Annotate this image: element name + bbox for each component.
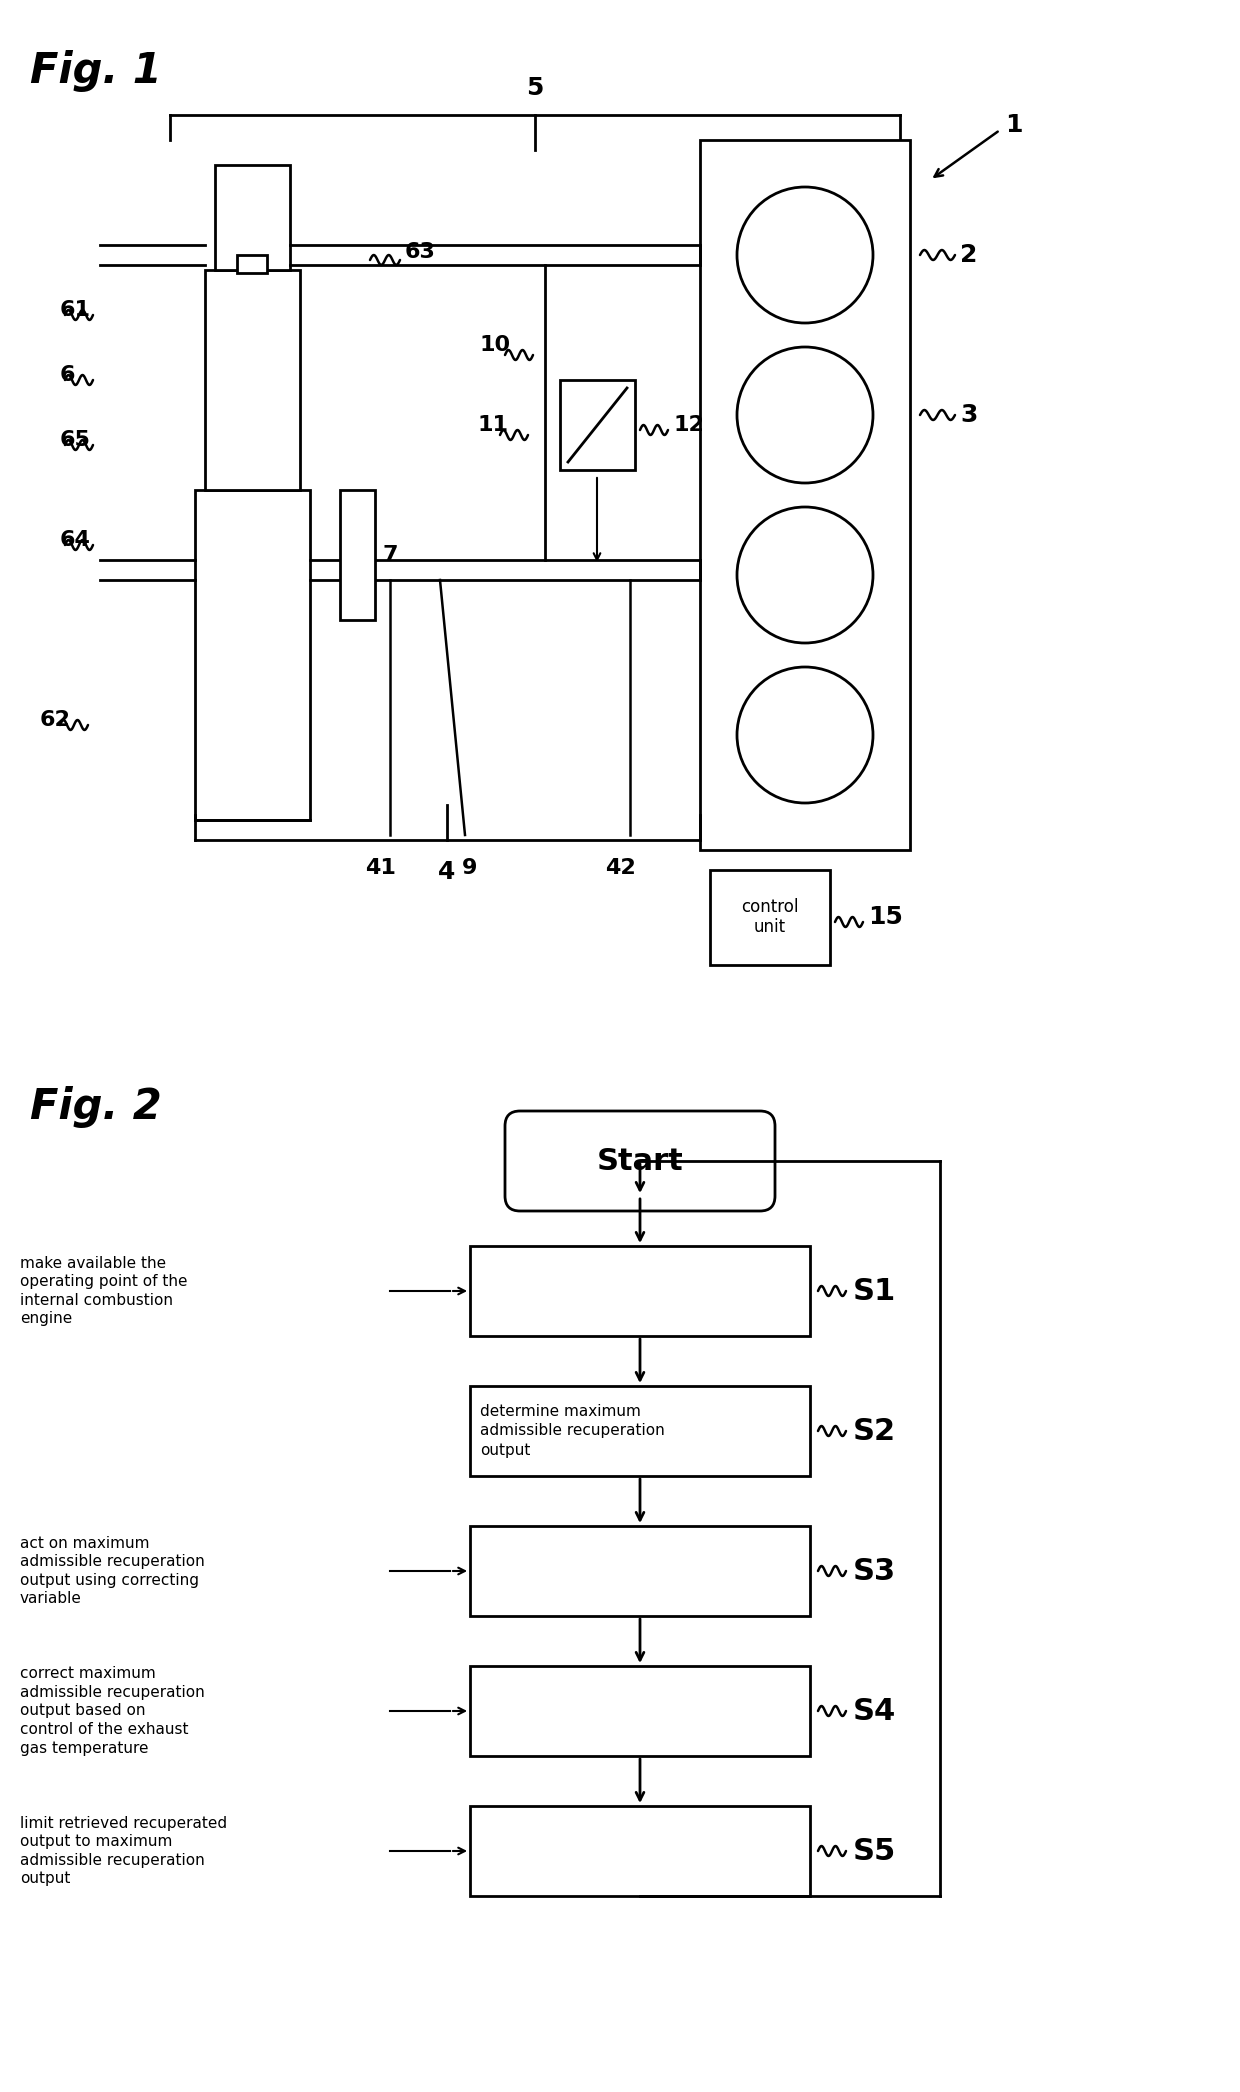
Bar <box>195 490 310 820</box>
Bar <box>205 270 300 490</box>
Text: 1: 1 <box>1004 113 1023 136</box>
Text: 41: 41 <box>365 858 396 879</box>
Text: 2: 2 <box>960 243 977 268</box>
Text: 62: 62 <box>40 709 71 730</box>
Text: make available the
operating point of the
internal combustion
engine: make available the operating point of th… <box>20 1255 187 1326</box>
Text: 6: 6 <box>60 364 76 385</box>
Text: 15: 15 <box>868 906 903 929</box>
Text: 9: 9 <box>463 858 477 879</box>
Text: 64: 64 <box>60 529 91 550</box>
Bar <box>340 490 374 619</box>
Text: Fig. 1: Fig. 1 <box>30 50 161 92</box>
Text: correct maximum
admissible recuperation
output based on
control of the exhaust
g: correct maximum admissible recuperation … <box>20 1667 205 1755</box>
Bar <box>470 1247 810 1337</box>
Text: 10: 10 <box>480 335 511 356</box>
Text: 42: 42 <box>605 858 635 879</box>
Text: S4: S4 <box>853 1697 897 1726</box>
Text: S1: S1 <box>853 1276 897 1305</box>
Bar <box>237 255 267 272</box>
Bar <box>560 381 635 471</box>
Bar <box>470 1387 810 1477</box>
Bar <box>470 1665 810 1755</box>
Text: 5: 5 <box>526 75 543 100</box>
FancyBboxPatch shape <box>505 1111 775 1211</box>
Text: 7: 7 <box>383 546 398 565</box>
Text: S5: S5 <box>853 1837 897 1866</box>
Bar <box>215 165 290 270</box>
Text: 3: 3 <box>960 404 977 427</box>
Text: S2: S2 <box>853 1416 897 1446</box>
Text: act on maximum
admissible recuperation
output using correcting
variable: act on maximum admissible recuperation o… <box>20 1536 205 1607</box>
Bar <box>711 870 830 964</box>
Text: 12: 12 <box>673 414 704 435</box>
Text: 11: 11 <box>477 414 508 435</box>
Text: 4: 4 <box>438 860 455 885</box>
Text: determine maximum
admissible recuperation
output: determine maximum admissible recuperatio… <box>480 1404 665 1458</box>
Bar <box>470 1805 810 1895</box>
Bar <box>470 1525 810 1615</box>
Text: 65: 65 <box>60 431 91 450</box>
Text: control
unit: control unit <box>742 897 799 937</box>
Text: Start: Start <box>596 1146 683 1176</box>
Text: limit retrieved recuperated
output to maximum
admissible recuperation
output: limit retrieved recuperated output to ma… <box>20 1816 227 1887</box>
Text: 61: 61 <box>60 299 91 320</box>
Bar <box>701 140 910 849</box>
Text: 63: 63 <box>405 243 436 262</box>
Text: Fig. 2: Fig. 2 <box>30 1086 161 1128</box>
Text: S3: S3 <box>853 1556 897 1586</box>
